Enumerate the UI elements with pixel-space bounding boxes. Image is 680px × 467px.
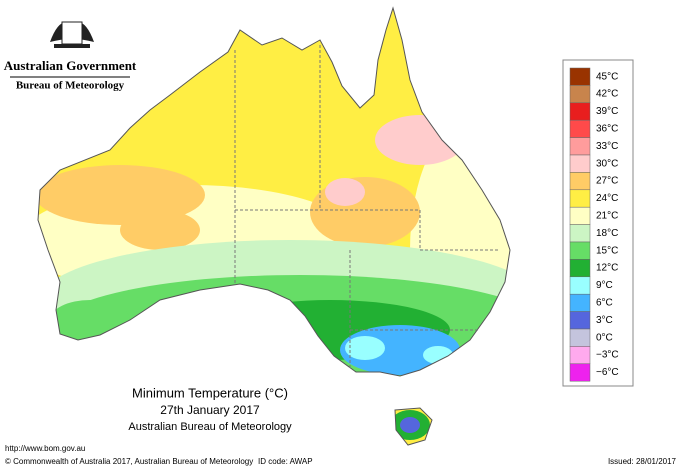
coastline — [37, 6, 511, 446]
legend-label: 36°C — [596, 124, 618, 135]
legend-swatch — [569, 346, 591, 365]
id-code: ID code: AWAP — [258, 457, 313, 466]
legend-swatch — [569, 276, 591, 295]
legend-swatch — [569, 102, 591, 121]
legend-label: 15°C — [596, 245, 618, 256]
bureau: Bureau of Meteorology — [16, 80, 125, 92]
legend-swatch — [569, 189, 591, 208]
legend-swatch — [569, 154, 591, 173]
legend-label: 12°C — [596, 263, 618, 274]
government: Australian Government — [4, 58, 137, 73]
caption-date: 27th January 2017 — [160, 403, 260, 417]
logo — [50, 21, 94, 48]
legend-swatch — [569, 85, 591, 104]
legend-label: 9°C — [596, 280, 613, 291]
legend-label: 39°C — [596, 106, 618, 117]
legend-swatch — [569, 293, 591, 312]
legend-label: 0°C — [596, 332, 613, 343]
caption-title: Minimum Temperature (°C) — [132, 385, 288, 400]
legend-label: 21°C — [596, 211, 618, 222]
legend: 45°C 42°C 39°C 36°C 33°C 30°C 27°C 24°C 21°C 18°C… — [569, 67, 619, 382]
legend-swatch — [569, 119, 591, 138]
caption-source: Australian Bureau of Meteorology — [128, 421, 292, 433]
legend-swatch — [569, 328, 591, 347]
legend-swatch — [569, 259, 591, 278]
legend-label: 6°C — [596, 298, 613, 309]
legend-swatch — [569, 224, 591, 243]
legend-label: 3°C — [596, 315, 613, 326]
copyright: © Commonwealth of Australia 2017, Austra… — [5, 457, 253, 466]
legend-label: 42°C — [596, 89, 618, 100]
legend-swatch — [569, 363, 591, 382]
legend-swatch — [569, 241, 591, 260]
legend-label: 33°C — [596, 141, 618, 152]
legend-label: 24°C — [596, 193, 618, 204]
legend-swatch — [569, 137, 591, 156]
legend-swatch — [569, 172, 591, 191]
legend-swatch — [569, 206, 591, 225]
legend-label: −6°C — [596, 367, 619, 378]
legend-label: −3°C — [596, 350, 619, 361]
state-borders — [234, 45, 500, 370]
legend-label: 30°C — [596, 158, 618, 169]
legend-label: 45°C — [596, 71, 618, 82]
legend-label: 18°C — [596, 228, 618, 239]
issued: Issued: 28/01/2017 — [608, 457, 677, 466]
legend-label: 27°C — [596, 176, 618, 187]
legend-swatch — [569, 67, 591, 86]
legend-swatch — [569, 311, 591, 330]
url: http://www.bom.gov.au — [5, 444, 85, 453]
